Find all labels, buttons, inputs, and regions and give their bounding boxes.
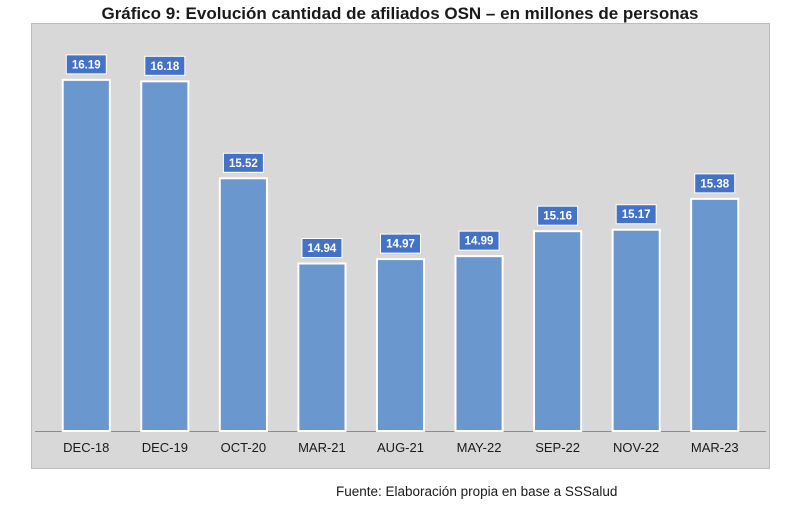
data-label: 14.94: [308, 243, 337, 255]
data-label-box: [537, 205, 579, 226]
chart-title: Gráfico 9: Evolución cantidad de afiliad…: [101, 4, 699, 23]
data-label: 15.38: [700, 178, 729, 190]
data-label: 15.52: [229, 158, 258, 170]
bar-oct-20: [218, 177, 268, 432]
x-tick-label: DEC-18: [63, 440, 109, 455]
data-label-box: [301, 238, 343, 259]
bar-chart: 16.19 DEC-18 16.18 DEC-19 15.52 OCT-20 14.94 MA…: [35, 54, 766, 455]
data-label-box: [65, 54, 107, 75]
x-tick-label: OCT-20: [221, 440, 267, 455]
bar-sep-22: [533, 230, 583, 432]
bar-dec-18: [61, 78, 111, 432]
bar-aug-21: [375, 258, 426, 432]
data-label-box: [458, 230, 500, 251]
data-label: 16.18: [150, 61, 179, 73]
data-label-box: [222, 152, 264, 173]
data-label: 15.17: [622, 209, 651, 221]
bar-mar-21: [297, 262, 347, 432]
x-tick-label: SEP-22: [535, 440, 580, 455]
data-label-box: [615, 204, 657, 225]
x-tick-label: DEC-19: [142, 440, 188, 455]
data-label: 14.97: [386, 239, 415, 251]
x-tick-label: MAY-22: [457, 440, 502, 455]
x-tick-label: AUG-21: [377, 440, 424, 455]
data-label-box: [144, 55, 186, 76]
x-tick-label: MAR-21: [298, 440, 346, 455]
data-label-box: [694, 173, 736, 194]
chart-source: Fuente: Elaboración propia en base a SSS…: [336, 484, 618, 499]
bar-dec-19: [140, 80, 190, 432]
data-label: 16.19: [72, 59, 101, 71]
bar-mar-23: [690, 197, 740, 432]
data-label: 14.99: [465, 236, 494, 248]
x-tick-label: MAR-23: [691, 440, 739, 455]
data-label-box: [380, 233, 421, 254]
bar-nov-22: [611, 228, 661, 432]
x-tick-label: NOV-22: [613, 440, 659, 455]
data-label: 15.16: [543, 211, 572, 223]
bar-may-22: [454, 255, 504, 432]
